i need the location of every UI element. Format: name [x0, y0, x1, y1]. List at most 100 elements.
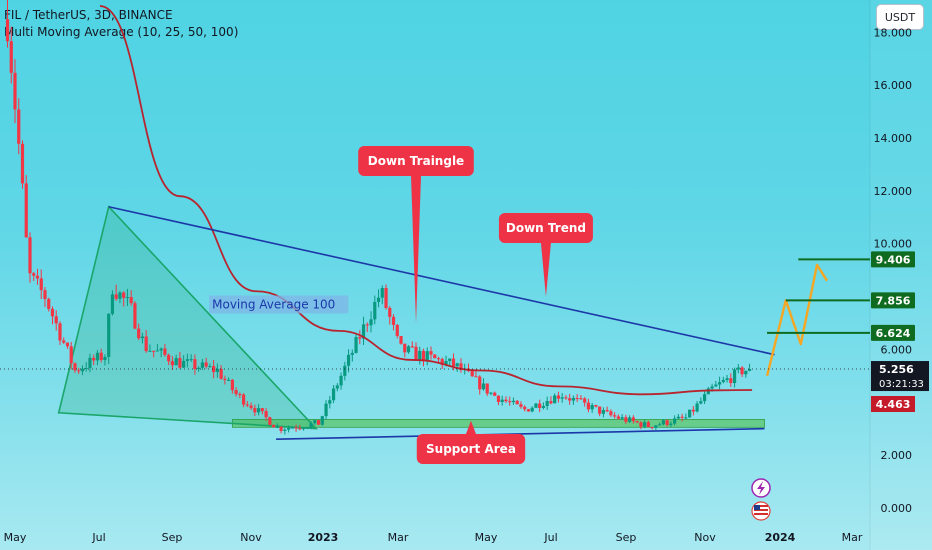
candle[interactable]	[605, 406, 609, 413]
candle[interactable]	[110, 290, 115, 316]
candle[interactable]	[95, 350, 100, 366]
candle[interactable]	[699, 397, 703, 405]
candle[interactable]	[148, 344, 152, 352]
candle[interactable]	[721, 376, 725, 384]
candle[interactable]	[245, 401, 249, 407]
candle[interactable]	[579, 395, 583, 400]
candle[interactable]	[69, 341, 73, 370]
candle[interactable]	[331, 385, 336, 404]
candle[interactable]	[58, 321, 62, 345]
candle[interactable]	[283, 428, 287, 435]
candle[interactable]	[511, 397, 516, 405]
candle[interactable]	[530, 406, 534, 413]
candle[interactable]	[676, 414, 680, 419]
candle[interactable]	[717, 376, 722, 390]
candle[interactable]	[564, 395, 568, 400]
candle[interactable]	[744, 370, 748, 378]
candle[interactable]	[478, 375, 482, 395]
candle[interactable]	[429, 346, 433, 360]
candle[interactable]	[264, 408, 268, 421]
candle[interactable]	[481, 378, 486, 391]
candle[interactable]	[193, 354, 197, 375]
candle[interactable]	[556, 391, 561, 403]
candle[interactable]	[47, 297, 51, 312]
candle[interactable]	[665, 419, 669, 427]
candle[interactable]	[238, 392, 242, 399]
candle[interactable]	[571, 395, 576, 405]
candle[interactable]	[189, 354, 193, 362]
callout-annotation[interactable]: Down Trend	[498, 213, 593, 297]
candle[interactable]	[313, 419, 317, 425]
candle[interactable]	[178, 352, 182, 369]
candle[interactable]	[54, 310, 58, 331]
candle[interactable]	[253, 404, 257, 417]
candle[interactable]	[122, 291, 126, 307]
candle[interactable]	[159, 347, 163, 358]
target-level-tag[interactable]	[871, 292, 915, 309]
candle[interactable]	[350, 349, 354, 362]
candle[interactable]	[545, 396, 549, 410]
candle[interactable]	[39, 269, 43, 300]
candle[interactable]	[185, 353, 189, 368]
candle[interactable]	[32, 271, 36, 281]
candle[interactable]	[77, 368, 81, 374]
candle[interactable]	[406, 345, 411, 354]
candle[interactable]	[459, 358, 463, 373]
candle[interactable]	[609, 409, 613, 417]
candle[interactable]	[279, 426, 283, 434]
candle[interactable]	[421, 348, 426, 367]
candle[interactable]	[646, 420, 650, 428]
candle[interactable]	[13, 59, 17, 124]
candle[interactable]	[560, 393, 564, 403]
candle[interactable]	[107, 313, 111, 364]
candle[interactable]	[335, 383, 339, 392]
candle[interactable]	[140, 332, 145, 344]
candle[interactable]	[388, 305, 392, 325]
moving-average-100-line[interactable]	[99, 5, 753, 396]
candle[interactable]	[328, 396, 332, 409]
candle[interactable]	[736, 364, 740, 374]
candle[interactable]	[223, 375, 227, 385]
price-axis-panel[interactable]	[870, 0, 932, 550]
candle[interactable]	[526, 408, 531, 412]
candle[interactable]	[144, 330, 148, 353]
candle[interactable]	[568, 393, 572, 405]
candle[interactable]	[230, 378, 234, 394]
candle[interactable]	[167, 353, 171, 366]
candle[interactable]	[197, 366, 201, 372]
candle[interactable]	[553, 393, 557, 404]
candle[interactable]	[163, 343, 167, 357]
candle[interactable]	[613, 412, 617, 419]
lightning-event-icon[interactable]	[751, 478, 771, 498]
candle[interactable]	[399, 335, 403, 345]
candle[interactable]	[747, 363, 752, 372]
candle[interactable]	[687, 409, 692, 418]
candle[interactable]	[575, 394, 579, 402]
candle[interactable]	[182, 355, 186, 368]
candle[interactable]	[125, 288, 130, 306]
candle[interactable]	[489, 391, 493, 396]
candle[interactable]	[354, 334, 358, 354]
candle[interactable]	[616, 414, 620, 420]
candle[interactable]	[549, 396, 553, 405]
currency-unit-button[interactable]: USDT	[876, 4, 924, 30]
candle[interactable]	[271, 424, 276, 428]
current-price-tag[interactable]	[871, 361, 929, 392]
candle[interactable]	[519, 401, 523, 409]
candle[interactable]	[620, 414, 624, 420]
candle[interactable]	[485, 383, 489, 397]
candle[interactable]	[714, 380, 718, 387]
candle[interactable]	[504, 396, 508, 404]
candle[interactable]	[643, 419, 647, 429]
target-level-tag[interactable]	[871, 324, 915, 341]
candle[interactable]	[669, 421, 673, 428]
candle[interactable]	[470, 370, 474, 377]
candle[interactable]	[133, 301, 137, 330]
candle[interactable]	[729, 373, 733, 387]
candle[interactable]	[534, 402, 538, 409]
candle[interactable]	[523, 405, 527, 412]
candle[interactable]	[433, 353, 437, 359]
candle[interactable]	[658, 422, 662, 426]
candle[interactable]	[343, 361, 347, 381]
candle[interactable]	[346, 349, 351, 373]
